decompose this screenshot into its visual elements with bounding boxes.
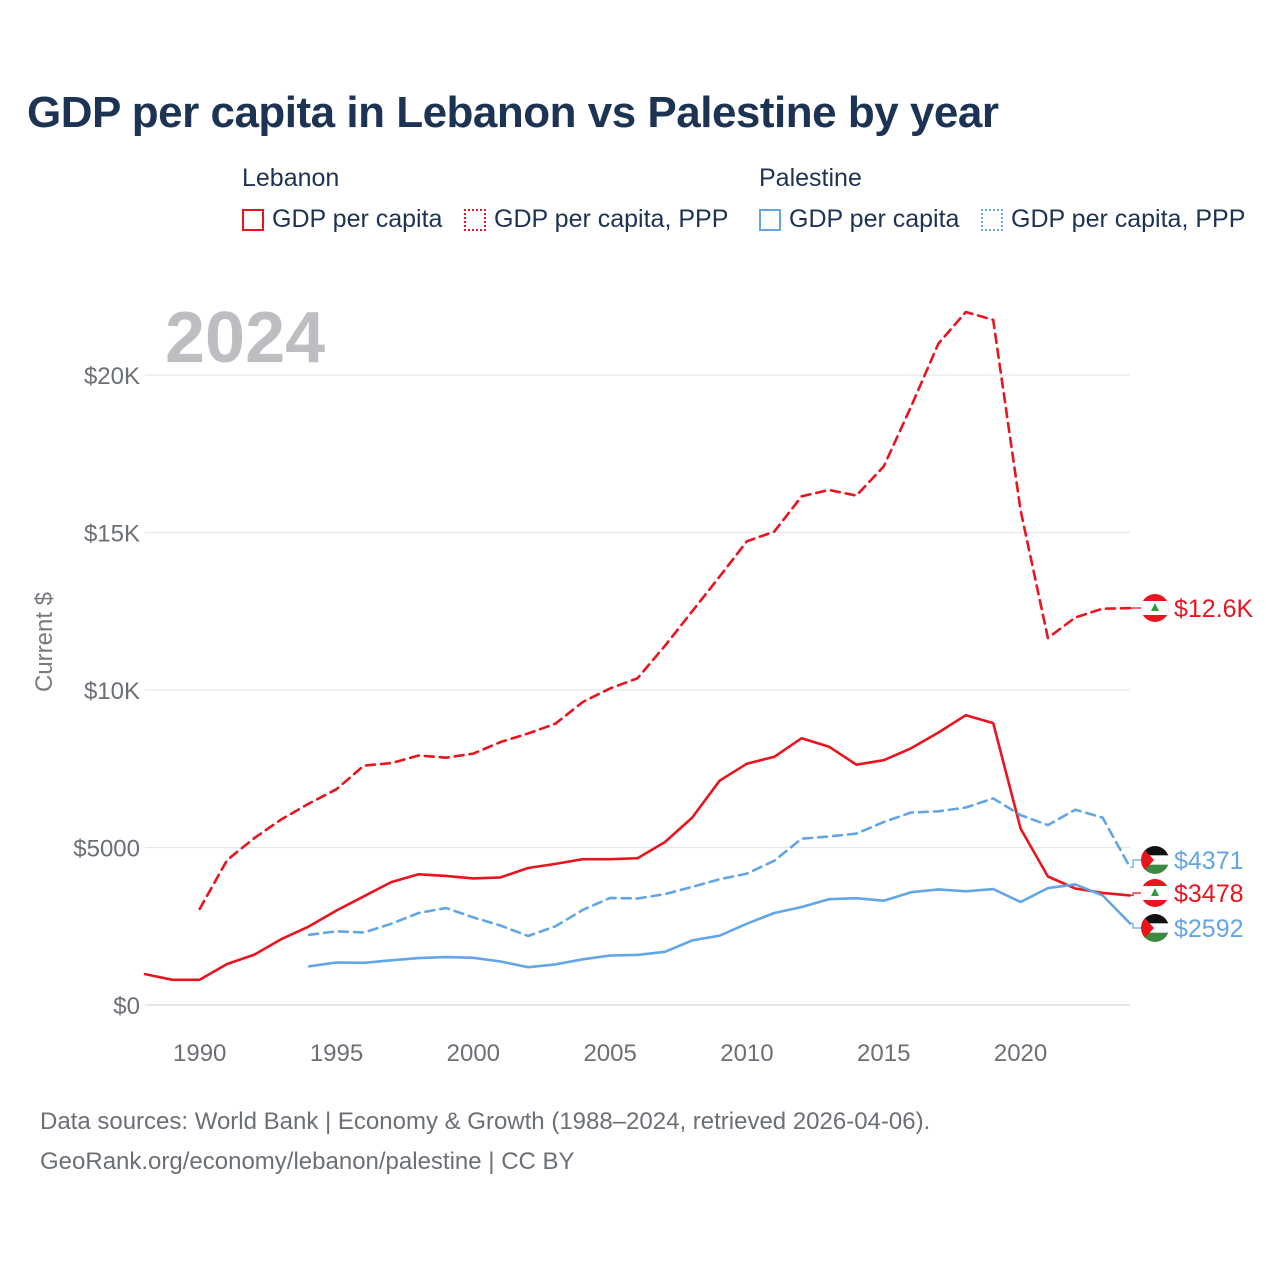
footer-sources: Data sources: World Bank | Economy & Gro… bbox=[40, 1108, 931, 1135]
end-value-label: $2592 bbox=[1174, 915, 1244, 943]
chart-title: GDP per capita in Lebanon vs Palestine b… bbox=[27, 88, 999, 137]
x-tick-label: 2005 bbox=[583, 1040, 636, 1067]
series-line-lebanon-gdp-per-capita[interactable] bbox=[143, 713, 1132, 982]
y-tick-label: $20K bbox=[84, 363, 140, 390]
series-line-palestine-gdp-per-capita[interactable] bbox=[307, 883, 1132, 969]
legend-item-lebanon-gdp[interactable]: GDP per capita bbox=[242, 205, 442, 234]
y-tick-label: $10K bbox=[84, 678, 140, 705]
y-axis-label: Current $ bbox=[31, 592, 58, 692]
legend-label: GDP per capita bbox=[272, 205, 443, 233]
legend-label: GDP per capita, PPP bbox=[494, 205, 729, 233]
legend-label: GDP per capita, PPP bbox=[1011, 205, 1246, 233]
x-tick-label: 2010 bbox=[720, 1040, 773, 1067]
series-line-palestine-gdp-per-capita-ppp[interactable] bbox=[307, 797, 1132, 938]
lebanon-flag-icon bbox=[1141, 879, 1169, 907]
y-tick-label: $0 bbox=[113, 993, 140, 1020]
end-value-label: $4371 bbox=[1174, 847, 1244, 875]
legend-swatch-dotted bbox=[981, 208, 1003, 231]
legend-item-palestine-gdp[interactable]: GDP per capita bbox=[759, 205, 959, 234]
legend-group-lebanon: Lebanon bbox=[242, 164, 340, 192]
palestine-flag-icon bbox=[1141, 846, 1169, 874]
end-value-label: $12.6K bbox=[1174, 595, 1254, 623]
end-label-connector bbox=[1130, 922, 1142, 929]
x-tick-label: 2020 bbox=[994, 1040, 1047, 1067]
legend-swatch-solid bbox=[242, 208, 264, 231]
legend-swatch-dotted bbox=[464, 208, 486, 231]
legend-item-lebanon-gdp-ppp[interactable]: GDP per capita, PPP bbox=[464, 205, 728, 234]
legend-group-palestine: Palestine bbox=[759, 164, 862, 192]
x-tick-label: 1990 bbox=[173, 1040, 226, 1067]
end-value-label: $3478 bbox=[1174, 880, 1244, 908]
x-tick-label: 1995 bbox=[310, 1040, 363, 1067]
y-tick-label: $5000 bbox=[73, 836, 140, 863]
year-watermark: 2024 bbox=[165, 298, 325, 378]
x-tick-label: 2015 bbox=[857, 1040, 910, 1067]
legend-label: GDP per capita bbox=[789, 205, 960, 233]
series-line-lebanon-gdp-per-capita-ppp[interactable] bbox=[198, 310, 1132, 911]
lebanon-flag-icon bbox=[1141, 594, 1169, 622]
legend-item-palestine-gdp-ppp[interactable]: GDP per capita, PPP bbox=[981, 205, 1245, 234]
end-label-connector bbox=[1130, 892, 1142, 897]
x-tick-label: 2000 bbox=[447, 1040, 500, 1067]
legend-swatch-solid bbox=[759, 208, 781, 231]
footer-credit[interactable]: GeoRank.org/economy/lebanon/palestine | … bbox=[40, 1148, 575, 1175]
y-tick-label: $15K bbox=[84, 521, 140, 548]
end-label-connector bbox=[1130, 859, 1142, 868]
palestine-flag-icon bbox=[1141, 914, 1169, 942]
line-chart: 2024 $0 $5000 $10K $15K $20K 1990 1995 2000 200… bbox=[31, 298, 1254, 1067]
